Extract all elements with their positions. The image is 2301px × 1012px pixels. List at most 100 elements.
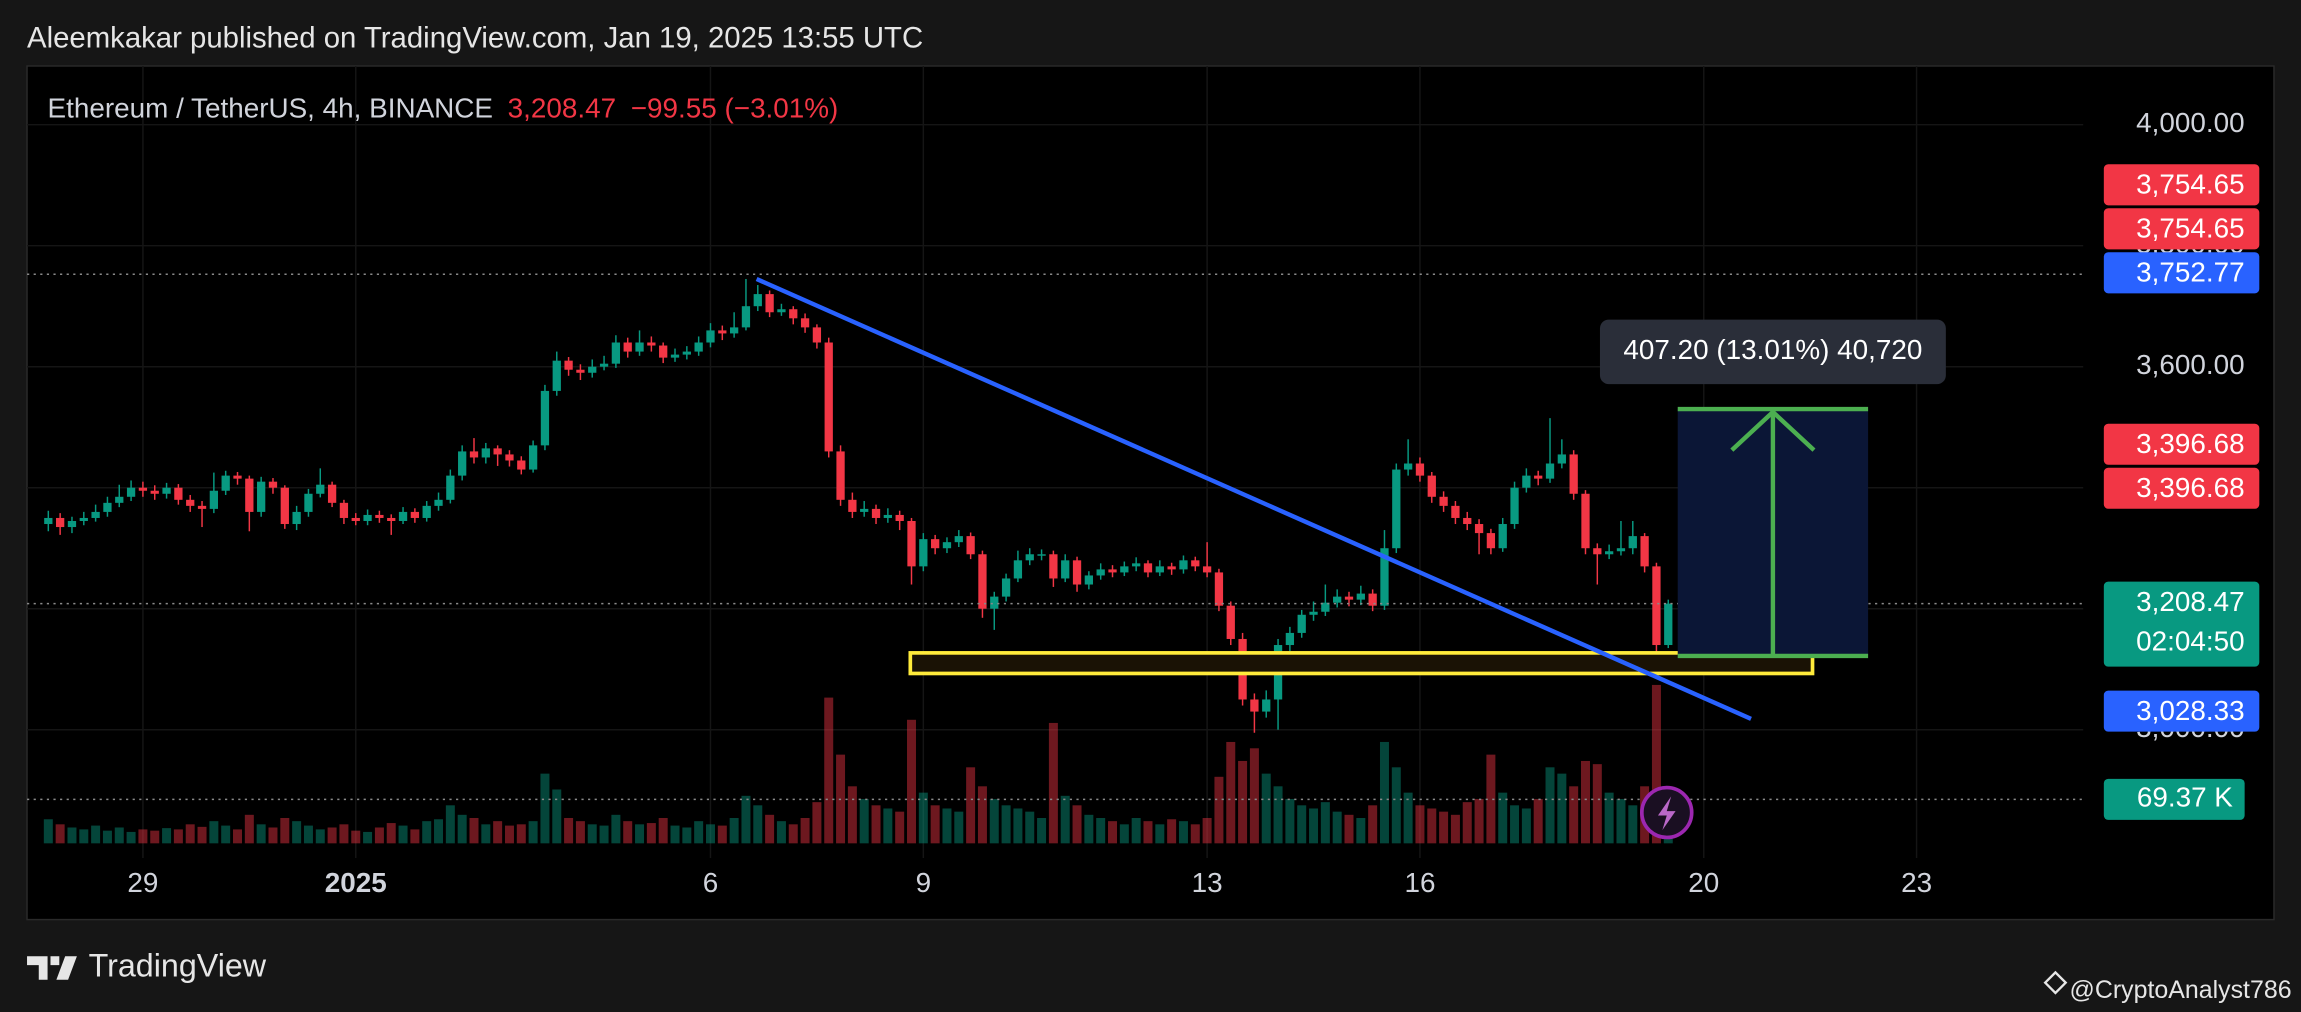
x-tick-label: 23 — [1901, 867, 1932, 898]
volume-bar — [954, 811, 964, 844]
volume-bar — [1119, 824, 1129, 844]
candle-body — [1415, 463, 1425, 476]
volume-bar — [469, 817, 479, 844]
candle-body — [1214, 572, 1224, 606]
volume-bar — [859, 798, 869, 844]
volume-bar — [800, 817, 810, 844]
candle-body — [777, 309, 786, 313]
candle-body — [493, 448, 502, 455]
volume-bar — [1356, 817, 1366, 844]
candle-body — [517, 460, 526, 470]
candle-body — [919, 539, 928, 567]
candle-body — [162, 487, 171, 494]
candle-body — [1072, 560, 1082, 585]
volume-bar — [138, 829, 148, 844]
price-label-box — [2103, 423, 2260, 465]
candle-body — [375, 514, 384, 518]
candle-body — [1628, 536, 1637, 549]
volume-bar — [1060, 795, 1070, 844]
candle-body — [871, 508, 881, 518]
candle-body — [1581, 493, 1590, 549]
volume-bar — [1143, 821, 1153, 844]
volume-bar — [575, 821, 585, 844]
price-label-box — [2103, 252, 2260, 294]
candle-body — [1593, 548, 1602, 555]
price-label: 3,752.77 — [2136, 257, 2244, 288]
volume-bar — [658, 817, 668, 844]
price-label: 3,028.33 — [2136, 695, 2244, 726]
volume-bar — [599, 825, 609, 844]
volume-bar — [824, 697, 834, 844]
volume-bar — [1297, 805, 1307, 844]
candle-body — [115, 496, 124, 503]
price-label: 3,754.65 — [2136, 213, 2244, 244]
candle-body — [458, 451, 467, 476]
candle-body — [694, 342, 703, 352]
volume-bar — [682, 827, 692, 844]
candle-body — [56, 517, 65, 528]
candle-body — [682, 351, 691, 355]
volume-bar — [209, 821, 219, 844]
volume-bar — [1190, 824, 1200, 844]
target-arrowhead — [1730, 408, 1816, 452]
candle-body — [789, 309, 798, 319]
candle-body — [1321, 602, 1330, 612]
price-label: 3,208.47 — [2136, 586, 2244, 617]
volume-bar — [1001, 805, 1011, 844]
volume-bar — [504, 825, 514, 844]
volume-bar — [1569, 786, 1579, 844]
candle-body — [1463, 517, 1472, 525]
volume-bar — [1521, 808, 1531, 844]
candle-body — [540, 390, 550, 446]
volume-bar — [1379, 741, 1389, 844]
volume-bar — [493, 821, 503, 844]
volume-bar — [1238, 760, 1248, 844]
candle-body — [221, 475, 230, 491]
candle-body — [1403, 463, 1413, 470]
candle-body — [150, 490, 159, 494]
volume-bar — [126, 831, 136, 844]
candle-body — [268, 481, 278, 488]
volume-bar — [717, 825, 727, 844]
candle-body — [446, 475, 455, 500]
last-price: 3,208.47 — [508, 92, 616, 123]
volume-bar — [1439, 811, 1449, 844]
volume-bar — [552, 789, 562, 844]
volume-bar — [363, 831, 373, 844]
candle-body — [339, 502, 349, 518]
volume-bar — [1344, 814, 1354, 844]
legend: Ethereum / TetherUS, 4h, BINANCE 3,208.4… — [48, 92, 839, 123]
candle-body — [824, 342, 833, 452]
publish-info: Aleemkakar published on TradingView.com,… — [27, 21, 923, 54]
candle-body — [576, 369, 585, 373]
volume-bar — [587, 824, 597, 844]
volume-bar — [1533, 798, 1543, 844]
volume-bar — [564, 817, 574, 844]
volume-bar — [162, 828, 172, 844]
candle-body — [1652, 566, 1661, 646]
candle-body — [1202, 566, 1212, 573]
trendline — [755, 276, 1752, 721]
candle-body — [1226, 605, 1235, 639]
candle-body — [1285, 632, 1295, 646]
price-label-box — [2103, 581, 2260, 667]
candle-body — [1498, 524, 1507, 549]
symbol: Ethereum / TetherUS, 4h, BINANCE — [48, 92, 493, 123]
candle-body — [1380, 548, 1389, 606]
candle-body — [257, 481, 266, 512]
volume-bar — [942, 808, 952, 844]
candle-body — [304, 493, 313, 512]
volume-bar — [918, 792, 928, 844]
candle-body — [1569, 454, 1578, 494]
alert-icon[interactable] — [1639, 785, 1694, 840]
candle-body — [635, 342, 644, 352]
brand-logo[interactable]: TradingView — [27, 948, 267, 984]
volume-bar — [457, 814, 467, 844]
volume-bar — [812, 802, 822, 844]
volume-bar — [930, 805, 940, 844]
volume-bar — [339, 824, 349, 844]
volume-bar — [528, 821, 538, 844]
volume-bar — [315, 829, 325, 844]
candle-body — [1096, 569, 1105, 576]
